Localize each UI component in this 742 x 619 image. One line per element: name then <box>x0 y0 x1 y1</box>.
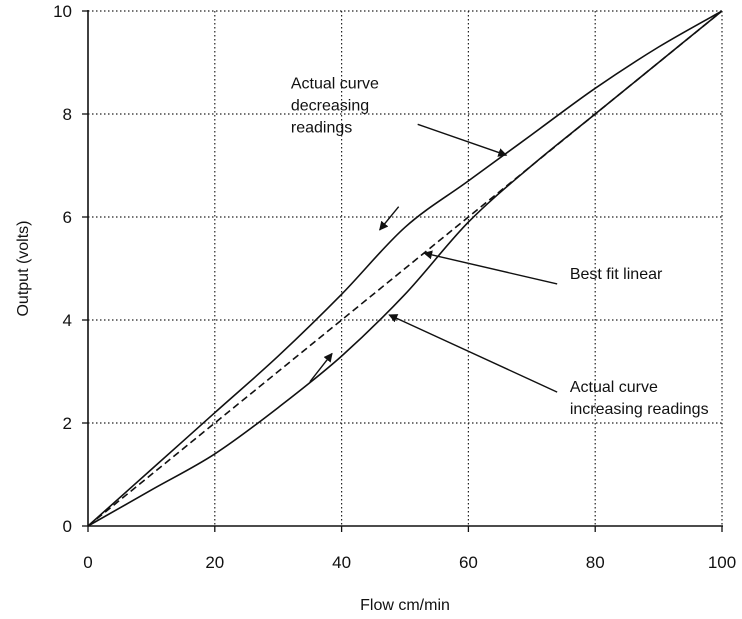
annotations: Actual curve decreasing readings Best fit l… <box>291 75 709 418</box>
y-tick-label: 2 <box>63 414 72 433</box>
annotation-arrow-increasing <box>388 314 558 393</box>
annotation-text-decreasing: decreasing <box>291 97 369 114</box>
x-tick-label: 0 <box>83 553 92 572</box>
direction-arrow-increasing <box>309 352 333 383</box>
direction-arrow-decreasing <box>379 206 400 231</box>
plot-frame <box>82 10 723 532</box>
y-tick-label: 0 <box>63 517 72 536</box>
y-tick-label: 4 <box>63 311 72 330</box>
grid-lines <box>88 10 723 526</box>
annotation-text-decreasing: Actual curve <box>291 75 379 92</box>
series-lines <box>87 10 723 527</box>
annotation-text-increasing: increasing readings <box>570 401 709 418</box>
annotation-text-best-fit: Best fit linear <box>570 266 663 283</box>
x-tick-label: 80 <box>586 553 605 572</box>
tick-labels: 0 20 40 60 80 100 0 2 4 6 8 10 <box>53 2 736 572</box>
x-tick-label: 40 <box>332 553 351 572</box>
annotation-arrow-best-fit <box>423 250 558 285</box>
series-line-best-fit-linear <box>87 10 723 527</box>
x-tick-label: 100 <box>708 553 736 572</box>
series-line-actual-curve-decreasing-readings <box>87 10 723 527</box>
annotation-arrow-decreasing <box>417 123 508 157</box>
y-tick-label: 10 <box>53 2 72 21</box>
y-axis-title: Output (volts) <box>15 220 32 316</box>
series-line-actual-curve-increasing-readings <box>87 10 723 527</box>
annotation-text-increasing: Actual curve <box>570 379 658 396</box>
y-tick-label: 8 <box>63 105 72 124</box>
y-tick-label: 6 <box>63 208 72 227</box>
x-tick-label: 20 <box>205 553 224 572</box>
x-tick-label: 60 <box>459 553 478 572</box>
annotation-text-decreasing: readings <box>291 119 352 136</box>
x-axis-title: Flow cm/min <box>360 597 450 614</box>
